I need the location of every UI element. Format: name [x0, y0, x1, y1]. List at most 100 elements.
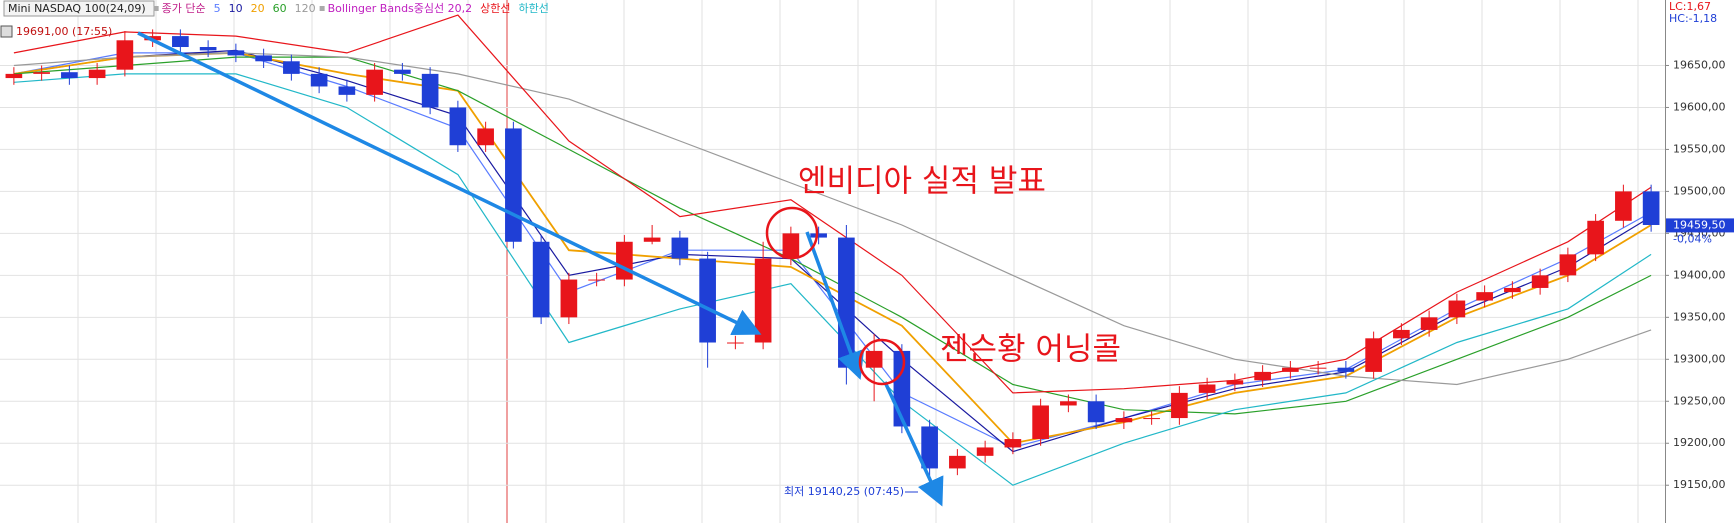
legend-entry: 10 — [229, 2, 243, 15]
candle-body — [1365, 338, 1382, 372]
legend-swatch — [319, 6, 325, 11]
candle-body — [338, 86, 356, 95]
candle-body — [560, 279, 578, 318]
time-grid — [77, 0, 1639, 523]
candle-body — [1642, 191, 1660, 225]
candle-body — [671, 237, 689, 259]
candle-body — [394, 69, 411, 74]
candle-body — [1337, 367, 1355, 372]
candle-body — [116, 40, 134, 70]
indicator-line — [13, 49, 1652, 453]
candle-body — [172, 36, 189, 48]
trend-arrow — [805, 231, 865, 380]
candle-body — [283, 61, 300, 74]
annotation: 엔비디아 실적 발표 — [798, 164, 1046, 200]
candle-body — [33, 72, 50, 74]
hc-label: HC:-1,18 — [1669, 12, 1717, 25]
high-note: 19691,00 (17:55) — [16, 25, 112, 38]
candle-body — [61, 72, 78, 79]
candle-body — [754, 258, 772, 343]
indicator-line — [13, 73, 1652, 486]
candle-body — [477, 128, 494, 146]
candle-body — [1448, 300, 1466, 318]
indicator-line — [13, 51, 1652, 445]
legend-entry: 5 — [214, 2, 221, 15]
candle-body — [949, 455, 966, 469]
trend-arrow — [137, 31, 762, 335]
candle-body — [1143, 418, 1160, 420]
candle-body — [1226, 380, 1244, 385]
low-note: 최저 19140,25 (07:45) — [784, 485, 904, 498]
candle-body — [1476, 292, 1493, 301]
candle-body — [699, 258, 716, 343]
candle-body — [1254, 371, 1271, 381]
candle-body — [532, 241, 550, 318]
candle-body — [505, 128, 522, 242]
candle-body — [1115, 418, 1133, 423]
y-tick-label: 19200,00 — [1673, 436, 1726, 449]
y-tick-label: 19650,00 — [1673, 58, 1726, 71]
candle-body — [1309, 367, 1327, 369]
highlight-circle — [858, 338, 906, 386]
legend-entry: 하한선 — [519, 1, 549, 15]
y-tick-label: 19600,00 — [1673, 100, 1726, 113]
trend-arrow — [883, 381, 944, 507]
candle-body — [227, 50, 245, 56]
indicator-line — [13, 52, 1652, 449]
candle-body — [1587, 220, 1604, 255]
candle-body — [616, 241, 633, 280]
high-icon — [0, 25, 13, 38]
candle-body — [1004, 439, 1022, 448]
legend-swatch — [153, 6, 159, 11]
candle-body — [865, 350, 883, 368]
y-tick-label: 19300,00 — [1673, 352, 1726, 365]
annotation: 젠슨황 어닝콜 — [940, 332, 1121, 368]
candle-body — [1060, 401, 1077, 406]
current-price-box — [1666, 218, 1734, 233]
candle-body — [1420, 317, 1438, 330]
indicator-line — [13, 56, 1652, 415]
candle-body — [838, 237, 855, 368]
candle-body — [727, 342, 744, 344]
candle-body — [255, 55, 272, 62]
highlight-circle — [765, 206, 819, 260]
candle-body — [1615, 191, 1632, 221]
y-tick-label: 19250,00 — [1673, 394, 1726, 407]
candle-body — [449, 107, 467, 146]
candle-body — [1393, 329, 1410, 339]
lc-label: LC:1,67 — [1669, 0, 1711, 13]
legend-label: Bollinger Bands중심선 20,2 — [328, 2, 473, 15]
y-tick-label: 19550,00 — [1673, 142, 1726, 155]
change-label: -0,04% — [1673, 232, 1712, 245]
legend-entry: 60 — [273, 2, 287, 15]
candle-body — [810, 233, 827, 238]
candle-body — [1087, 401, 1105, 423]
y-tick-label: 19150,00 — [1673, 478, 1726, 491]
chart-title: Mini NASDAQ 100(24,09) — [8, 2, 146, 15]
candle-body — [1559, 254, 1577, 276]
legend-entry: 상한선 — [480, 2, 510, 15]
candle-body — [1032, 405, 1049, 440]
candle-body — [421, 73, 439, 108]
y-tick-label: 19500,00 — [1673, 184, 1726, 197]
candle-body — [1282, 367, 1299, 372]
candle-body — [199, 47, 217, 51]
candle-body — [1198, 384, 1216, 393]
candle-body — [643, 237, 661, 242]
legend-label: 종가 단순 — [162, 2, 206, 15]
candle-body — [310, 73, 328, 87]
candle-body — [921, 426, 938, 469]
candle-body — [1171, 392, 1188, 419]
legend-entry: 120 — [295, 2, 316, 15]
candle-body — [5, 73, 23, 79]
current-price: 19459,50 — [1673, 218, 1726, 231]
candle-body — [588, 279, 605, 281]
candle-body — [88, 69, 106, 79]
candle-body — [1504, 287, 1521, 293]
candle-body — [1531, 275, 1549, 288]
legend-entry: 20 — [251, 2, 265, 15]
y-tick-label: 19350,00 — [1673, 310, 1726, 323]
candle-body — [976, 447, 994, 456]
candle-body — [366, 69, 383, 95]
